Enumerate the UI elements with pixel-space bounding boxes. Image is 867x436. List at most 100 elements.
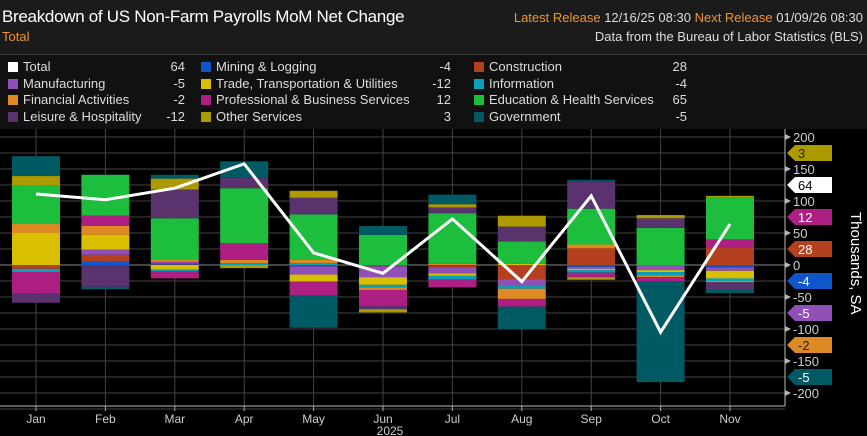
legend-swatch [474, 111, 484, 122]
last-value-tag-label: -4 [798, 274, 810, 289]
legend-item[interactable]: Total 64 [8, 59, 188, 75]
bar-segment [359, 309, 407, 313]
y-tick-label: 0 [793, 258, 800, 273]
bar-segment [289, 259, 338, 264]
bar-segment [220, 177, 269, 189]
legend-item[interactable]: Other Services 3 [201, 109, 461, 125]
last-value-tag [787, 369, 832, 385]
bar-segment [150, 265, 199, 270]
y-tick-label: -50 [793, 290, 812, 305]
y-axis-title: Thousands, SA [847, 212, 864, 315]
last-value-tag [787, 273, 832, 289]
y-tick-label: -200 [793, 386, 819, 401]
legend-value: -12 [432, 75, 451, 91]
legend-value: 64 [170, 59, 185, 74]
bar-segment [567, 248, 616, 265]
y-tick [785, 262, 791, 268]
bar-segment [220, 243, 269, 260]
last-value-tag-label: 12 [798, 210, 812, 225]
bar-segment [81, 265, 130, 287]
bar-segment [12, 185, 60, 225]
legend-value: -2 [173, 92, 185, 107]
bar-segment [81, 261, 130, 265]
x-tick-label: Jul [445, 412, 460, 426]
bar-segment [81, 174, 130, 216]
bar-segment [706, 239, 754, 248]
x-tick-label: Mar [164, 412, 185, 426]
bar-segment [81, 254, 130, 262]
legend-label: Government [489, 108, 561, 124]
x-tick-label: Oct [651, 412, 670, 426]
legend-swatch [8, 111, 18, 122]
y-tick [785, 230, 791, 236]
legend-label: Professional & Business Services [216, 92, 410, 107]
legend-item[interactable]: Leisure & Hospitality -12 [8, 109, 188, 125]
bar-segment [428, 263, 477, 265]
legend-swatch [201, 111, 211, 122]
bar-segment [150, 218, 199, 260]
bar-segment [428, 207, 477, 214]
bar-segment [150, 269, 199, 272]
legend-value: -4 [439, 59, 451, 74]
y-tick-label: -100 [793, 322, 819, 337]
legend-item[interactable]: Trade, Transportation & Utilities -12 [201, 76, 461, 92]
last-value-tag-label: 28 [798, 242, 812, 257]
last-value-tag [787, 305, 832, 321]
legend-swatch [474, 62, 484, 72]
legend-value: 3 [443, 108, 451, 124]
bar-segment [567, 266, 616, 269]
chart-header: Breakdown of US Non-Farm Payrolls MoM Ne… [0, 0, 867, 55]
bar-segment [289, 281, 338, 296]
bar-segment [567, 265, 616, 267]
x-tick-label: Apr [235, 412, 254, 426]
bar-segment [706, 281, 754, 283]
bar-segment [12, 233, 60, 265]
legend-swatch [8, 78, 18, 89]
bar-segment [497, 263, 546, 265]
bar-segment [150, 189, 199, 219]
legend-label: Education & Health Services [489, 92, 654, 107]
release-info: Latest Release 12/16/25 08:30 Next Relea… [514, 10, 863, 25]
bar-segment [636, 215, 685, 219]
bar-segment [289, 190, 338, 198]
legend-item[interactable]: Construction 28 [474, 59, 724, 75]
bar-segment [706, 195, 754, 198]
next-release-label: Next Release [694, 10, 773, 25]
bar-segment [359, 289, 407, 306]
next-release-value: 01/09/26 08:30 [776, 10, 863, 25]
bar-segment [428, 194, 477, 205]
legend-label: Total [23, 59, 51, 74]
bar-segment [12, 156, 60, 177]
last-value-tag-label: -2 [798, 338, 810, 353]
bar-segment [150, 271, 199, 279]
legend-item[interactable]: Manufacturing -5 [8, 76, 188, 92]
bar-segment [150, 178, 199, 190]
bar-segment [428, 267, 477, 274]
legend-label: Other Services [216, 108, 302, 124]
y-tick [785, 166, 791, 172]
bar-segment [567, 268, 616, 271]
legend-item[interactable]: Information -4 [474, 76, 724, 92]
last-value-tag-label: 64 [798, 178, 812, 193]
legend-label: Construction [489, 59, 562, 74]
bar-segment [497, 215, 546, 227]
legend-item[interactable]: Professional & Business Services 12 [201, 92, 461, 108]
bar-segment [636, 277, 685, 282]
bar-segment [289, 274, 338, 282]
legend-item[interactable]: Education & Health Services 65 [474, 92, 724, 108]
y-tick-label: -150 [793, 354, 819, 369]
stacked-bar-chart: Jan Feb Mar Apr May Jun Jul Aug Sep Oct Nov 200 150 1… [0, 129, 832, 436]
y-tick [785, 326, 791, 332]
legend-item[interactable]: Financial Activities -2 [8, 92, 188, 108]
last-value-tag [787, 145, 832, 161]
y-tick [785, 358, 791, 364]
bar-segment [497, 306, 546, 329]
legend-item[interactable]: Mining & Logging -4 [201, 59, 461, 75]
bar-segment [567, 272, 616, 278]
bar-segment [567, 277, 616, 280]
bar-segment [428, 275, 477, 280]
legend-item[interactable]: Government -5 [474, 109, 724, 125]
legend-label: Trade, Transportation & Utilities [216, 75, 398, 91]
legend-swatch [474, 95, 484, 105]
bar-segment [497, 285, 546, 289]
